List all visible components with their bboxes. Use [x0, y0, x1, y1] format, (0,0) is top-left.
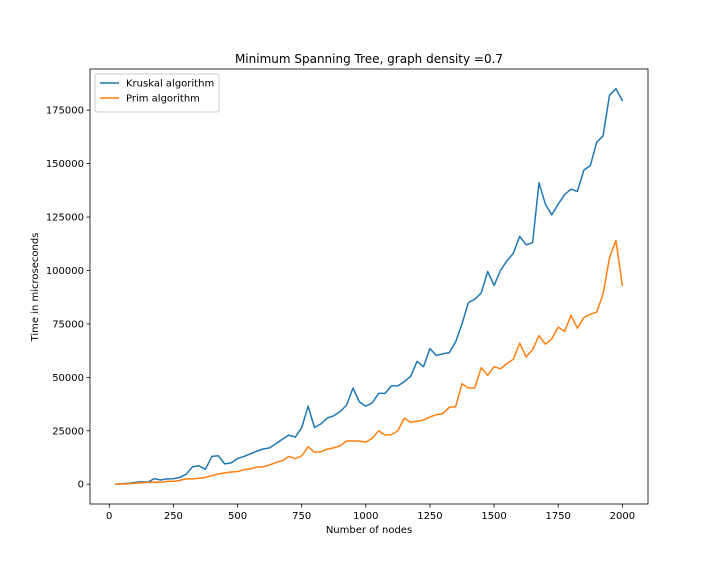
y-axis-label: Time in microseconds: [30, 233, 41, 343]
y-tick-label: 175000: [46, 106, 84, 117]
x-axis-label: Number of nodes: [326, 525, 412, 536]
y-tick-label: 25000: [52, 426, 84, 437]
y-axis: 0 25000 50000 75000 100000 125000 150000 175000: [46, 106, 90, 491]
x-tick-label: 500: [228, 511, 247, 522]
y-tick-label: 0: [78, 480, 84, 491]
x-tick-label: 750: [292, 511, 311, 522]
y-tick-label: 150000: [46, 159, 84, 170]
x-tick-label: 1500: [481, 511, 506, 522]
y-tick-label: 100000: [46, 266, 84, 277]
y-tick-label: 50000: [52, 373, 84, 384]
x-tick-label: 1250: [417, 511, 442, 522]
x-axis: 0 250 500 750 1000 1250 1500 1750 2000: [106, 504, 635, 522]
legend-label: Prim algorithm: [126, 94, 200, 105]
x-tick-label: 0: [106, 511, 112, 522]
plot-area: [89, 68, 649, 505]
legend-box: [94, 73, 220, 113]
axes-frame: [89, 68, 649, 505]
x-tick-label: 1750: [545, 511, 570, 522]
x-tick-label: 250: [164, 511, 183, 522]
x-tick-label: 2000: [610, 511, 635, 522]
series-line-0: [114, 88, 624, 485]
y-tick-label: 75000: [52, 319, 84, 330]
legend-label: Kruskal algorithm: [126, 79, 214, 90]
legend: Kruskal algorithm Prim algorithm: [94, 73, 220, 113]
y-tick-label: 125000: [46, 213, 84, 224]
series-line-1: [114, 239, 624, 485]
x-tick-label: 1000: [353, 511, 378, 522]
chart-title: Minimum Spanning Tree, graph density =0.…: [235, 52, 503, 66]
